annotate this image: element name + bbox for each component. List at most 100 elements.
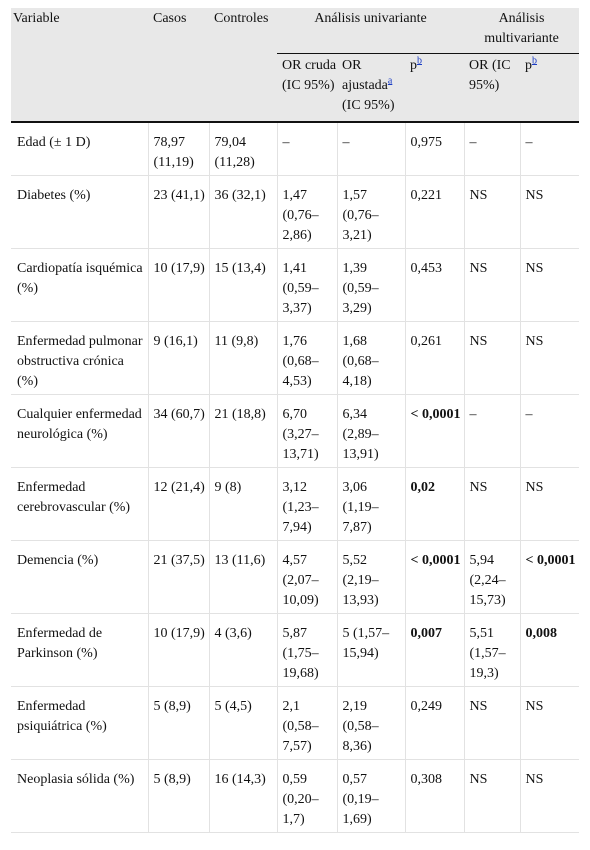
cell-casos: 5 (8,9)	[147, 759, 209, 833]
cell-p-multivariante: –	[519, 394, 580, 468]
cell-or-multivariante: 5,51 (1,57–19,3)	[463, 613, 521, 687]
cell-or-cruda: 1,41 (0,59–3,37)	[276, 248, 337, 322]
cell-or-multivariante: –	[463, 122, 521, 176]
cell-casos: 9 (16,1)	[147, 321, 209, 395]
cell-p-univariante: 0,02	[404, 467, 465, 541]
cell-variable: Enfermedad psiquiátrica (%)	[11, 686, 148, 760]
cell-p-univariante: 0,975	[404, 122, 465, 176]
cell-p-multivariante: NS	[519, 467, 580, 541]
header-p-univariante: pb	[405, 53, 465, 122]
header-multivariante: Análisis multivariante	[464, 8, 580, 54]
cell-controles: 16 (14,3)	[208, 759, 277, 833]
cell-casos: 78,97 (11,19)	[147, 122, 209, 176]
header-casos: Casos	[148, 8, 209, 54]
cell-casos: 10 (17,9)	[147, 613, 209, 687]
cell-p-multivariante: –	[519, 122, 580, 176]
cell-or-ajustada: 2,19 (0,58–8,36)	[336, 686, 405, 760]
table-row: Enfermedad pulmonar obstructiva crónica …	[11, 321, 580, 395]
table-row: Edad (± 1 D) 78,97 (11,19) 79,04 (11,28) – –…	[11, 122, 580, 176]
table-row: Enfermedad cerebrovascular (%) 12 (21,4) 9…	[11, 467, 580, 541]
cell-or-multivariante: NS	[463, 248, 521, 322]
cell-or-cruda: 1,47 (0,76–2,86)	[276, 175, 337, 249]
header-or-ajustada: OR ajustadaa (IC 95%)	[337, 53, 405, 122]
header-p-multivariante: pb	[520, 53, 580, 122]
table-row: Enfermedad psiquiátrica (%) 5 (8,9) 5 (4,5…	[11, 686, 580, 760]
cell-controles: 11 (9,8)	[208, 321, 277, 395]
cell-or-ajustada: 5 (1,57–15,94)	[336, 613, 405, 687]
cell-or-ajustada: 1,68 (0,68–4,18)	[336, 321, 405, 395]
cell-controles: 13 (11,6)	[208, 540, 277, 614]
cell-casos: 23 (41,1)	[147, 175, 209, 249]
results-table: Variable Casos Controles Análisis univar…	[11, 8, 580, 833]
cell-or-cruda: 6,70 (3,27–13,71)	[276, 394, 337, 468]
results-table-container: Variable Casos Controles Análisis univar…	[11, 8, 580, 833]
cell-p-univariante: < 0,0001	[404, 394, 465, 468]
cell-or-cruda: 1,76 (0,68–4,53)	[276, 321, 337, 395]
cell-p-multivariante: NS	[519, 175, 580, 249]
header-or-multivariante: OR (IC 95%)	[464, 53, 521, 122]
cell-p-multivariante: NS	[519, 686, 580, 760]
header-controles: Controles	[209, 8, 277, 54]
cell-or-ajustada: –	[336, 122, 405, 176]
cell-variable: Enfermedad cerebrovascular (%)	[11, 467, 148, 541]
cell-or-multivariante: NS	[463, 175, 521, 249]
header-or-cruda: OR cruda (IC 95%)	[277, 53, 337, 122]
cell-controles: 15 (13,4)	[208, 248, 277, 322]
cell-or-ajustada: 1,57 (0,76–3,21)	[336, 175, 405, 249]
cell-p-multivariante: < 0,0001	[519, 540, 580, 614]
cell-variable: Demencia (%)	[11, 540, 148, 614]
cell-p-univariante: < 0,0001	[404, 540, 465, 614]
cell-variable: Enfermedad pulmonar obstructiva crónica …	[11, 321, 148, 395]
cell-or-cruda: 3,12 (1,23–7,94)	[276, 467, 337, 541]
header-univariante: Análisis univariante	[277, 8, 465, 54]
cell-or-multivariante: NS	[463, 467, 521, 541]
header-variable: Variable	[11, 8, 148, 54]
cell-p-univariante: 0,221	[404, 175, 465, 249]
cell-p-univariante: 0,308	[404, 759, 465, 833]
cell-casos: 21 (37,5)	[147, 540, 209, 614]
cell-or-cruda: 4,57 (2,07–10,09)	[276, 540, 337, 614]
cell-variable: Enfermedad de Parkinson (%)	[11, 613, 148, 687]
cell-variable: Cualquier enfermedad neurológica (%)	[11, 394, 148, 468]
cell-controles: 21 (18,8)	[208, 394, 277, 468]
cell-p-multivariante: NS	[519, 321, 580, 395]
cell-p-multivariante: NS	[519, 248, 580, 322]
footnote-b-link[interactable]: b	[532, 55, 538, 67]
cell-controles: 9 (8)	[208, 467, 277, 541]
table-row: Neoplasia sólida (%) 5 (8,9) 16 (14,3) 0,59…	[11, 759, 580, 833]
cell-controles: 5 (4,5)	[208, 686, 277, 760]
table-row: Enfermedad de Parkinson (%) 10 (17,9) 4 (3…	[11, 613, 580, 687]
cell-or-multivariante: –	[463, 394, 521, 468]
cell-variable: Cardiopatía isquémica (%)	[11, 248, 148, 322]
table-header: Variable Casos Controles Análisis univar…	[11, 8, 580, 122]
footnote-a-link[interactable]: a	[387, 75, 393, 87]
cell-variable: Diabetes (%)	[11, 175, 148, 249]
cell-or-cruda: 0,59 (0,20–1,7)	[276, 759, 337, 833]
cell-p-univariante: 0,453	[404, 248, 465, 322]
cell-variable: Neoplasia sólida (%)	[11, 759, 148, 833]
table-row: Cardiopatía isquémica (%) 10 (17,9) 15 (13…	[11, 248, 580, 322]
cell-or-cruda: 2,1 (0,58–7,57)	[276, 686, 337, 760]
cell-controles: 79,04 (11,28)	[208, 122, 277, 176]
cell-or-ajustada: 6,34 (2,89–13,91)	[336, 394, 405, 468]
table-row: Demencia (%) 21 (37,5) 13 (11,6) 4,57 (2,07…	[11, 540, 580, 614]
cell-p-multivariante: NS	[519, 759, 580, 833]
cell-casos: 5 (8,9)	[147, 686, 209, 760]
table-body: Edad (± 1 D) 78,97 (11,19) 79,04 (11,28) – –…	[11, 122, 580, 833]
cell-or-ajustada: 3,06 (1,19–7,87)	[336, 467, 405, 541]
cell-casos: 12 (21,4)	[147, 467, 209, 541]
cell-p-multivariante: 0,008	[519, 613, 580, 687]
cell-or-multivariante: 5,94 (2,24–15,73)	[463, 540, 521, 614]
cell-or-cruda: 5,87 (1,75–19,68)	[276, 613, 337, 687]
table-row: Diabetes (%) 23 (41,1) 36 (32,1) 1,47 (0,76…	[11, 175, 580, 249]
cell-or-ajustada: 0,57 (0,19–1,69)	[336, 759, 405, 833]
cell-p-univariante: 0,249	[404, 686, 465, 760]
footnote-b-link[interactable]: b	[417, 55, 422, 67]
cell-casos: 10 (17,9)	[147, 248, 209, 322]
cell-or-ajustada: 1,39 (0,59–3,29)	[336, 248, 405, 322]
cell-or-multivariante: NS	[463, 759, 521, 833]
cell-p-univariante: 0,007	[404, 613, 465, 687]
cell-or-ajustada: 5,52 (2,19–13,93)	[336, 540, 405, 614]
cell-or-multivariante: NS	[463, 686, 521, 760]
cell-or-cruda: –	[276, 122, 337, 176]
